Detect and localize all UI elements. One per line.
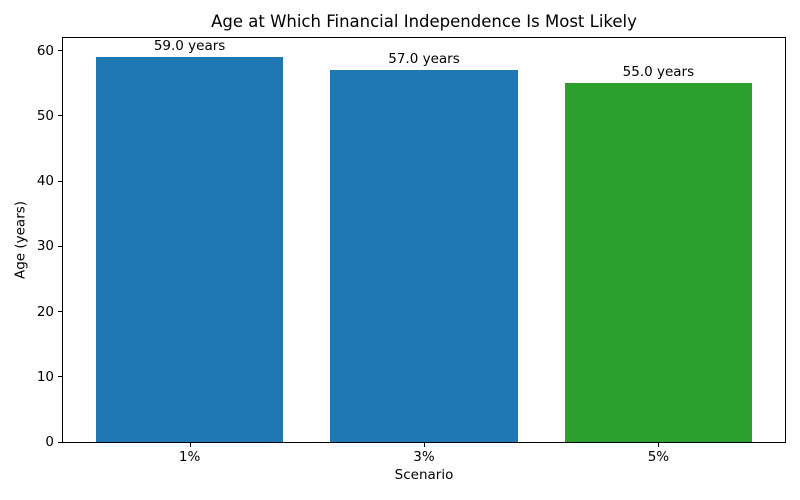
y-tick-mark: [58, 376, 62, 377]
x-tick-label: 5%: [647, 449, 670, 465]
x-tick-label: 1%: [178, 449, 201, 465]
chart-title: Age at Which Financial Independence Is M…: [211, 12, 637, 31]
plot-area: [62, 37, 786, 443]
bar-value-label: 57.0 years: [388, 51, 460, 68]
x-tick-mark: [658, 443, 659, 447]
x-axis-label: Scenario: [394, 467, 454, 483]
x-tick-mark: [424, 443, 425, 447]
y-tick-label: 20: [36, 303, 54, 320]
y-tick-label: 60: [36, 42, 54, 59]
bar-1%: [95, 57, 284, 442]
y-tick-mark: [58, 50, 62, 51]
y-tick-label: 40: [36, 173, 54, 190]
y-tick-mark: [58, 311, 62, 312]
y-tick-label: 10: [36, 368, 54, 385]
y-tick-mark: [58, 181, 62, 182]
y-tick-mark: [58, 442, 62, 443]
y-tick-mark: [58, 115, 62, 116]
y-tick-mark: [58, 246, 62, 247]
bar-3%: [330, 70, 518, 442]
bar-value-label: 59.0 years: [153, 38, 226, 55]
x-tick-label: 3%: [413, 449, 435, 465]
y-tick-label: 50: [36, 107, 54, 124]
bar-value-label: 55.0 years: [622, 64, 695, 81]
x-tick-mark: [190, 443, 191, 447]
y-tick-label: 30: [36, 238, 54, 255]
bar-5%: [564, 83, 753, 442]
y-tick-label: 0: [45, 434, 54, 450]
